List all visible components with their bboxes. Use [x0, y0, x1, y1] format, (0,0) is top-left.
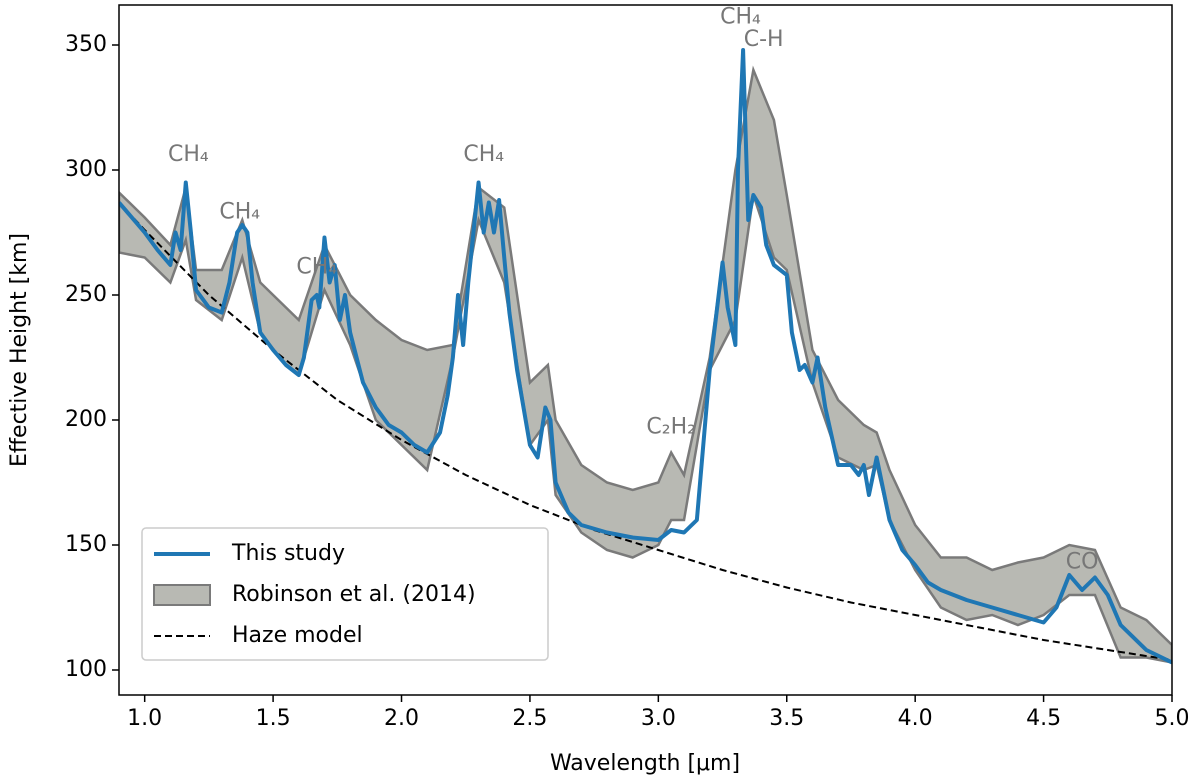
annotation: CH₄: [219, 200, 260, 225]
legend-swatch: [153, 584, 211, 606]
line: [119, 48, 1172, 665]
legend-label: This study: [231, 541, 345, 566]
y-tick-label: 250: [65, 282, 107, 307]
y-tick-label: 300: [65, 157, 107, 182]
dashed-line: [119, 201, 1172, 661]
legend-label: Robinson et al. (2014): [232, 582, 476, 607]
x-tick-label: 1.5: [256, 706, 291, 731]
annotation: CH₄: [720, 5, 761, 30]
x-tick-label: 5.0: [1155, 706, 1190, 731]
legend-box: [141, 527, 549, 661]
y-tick-label: 150: [65, 532, 107, 557]
y-tick-label: 200: [65, 407, 107, 432]
legend-label: Haze model: [232, 623, 363, 648]
annotation: CH₄: [168, 142, 209, 167]
annotation: CH₄: [296, 255, 337, 280]
y-tick-label: 100: [65, 657, 107, 682]
x-axis-label: Wavelength [μm]: [550, 751, 740, 776]
annotation: CH₄: [463, 142, 504, 167]
x-tick-label: 3.5: [769, 706, 804, 731]
y-tick-label: 350: [65, 32, 107, 57]
x-tick-label: 1.0: [127, 706, 162, 731]
x-tick-label: 3.0: [641, 706, 676, 731]
annotation: C₂H₂: [646, 415, 696, 440]
x-tick-label: 2.5: [512, 706, 547, 731]
annotation: C-H: [744, 27, 784, 52]
annotation: CO: [1066, 550, 1099, 575]
x-tick-label: 4.0: [898, 706, 933, 731]
y-axis-label: Effective Height [km]: [7, 233, 32, 467]
axes-frame: [118, 4, 1173, 696]
x-tick-label: 2.0: [384, 706, 419, 731]
x-tick-label: 4.5: [1026, 706, 1061, 731]
